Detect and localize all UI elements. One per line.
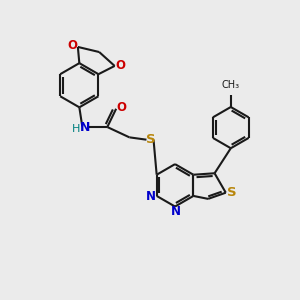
Text: CH₃: CH₃ [222,80,240,90]
Text: S: S [227,186,237,199]
Text: S: S [146,133,156,146]
Text: N: N [80,121,90,134]
Text: O: O [68,39,78,52]
Text: H: H [72,124,80,134]
Text: N: N [146,190,156,203]
Text: N: N [171,205,181,218]
Text: O: O [115,59,125,72]
Text: O: O [116,101,126,114]
